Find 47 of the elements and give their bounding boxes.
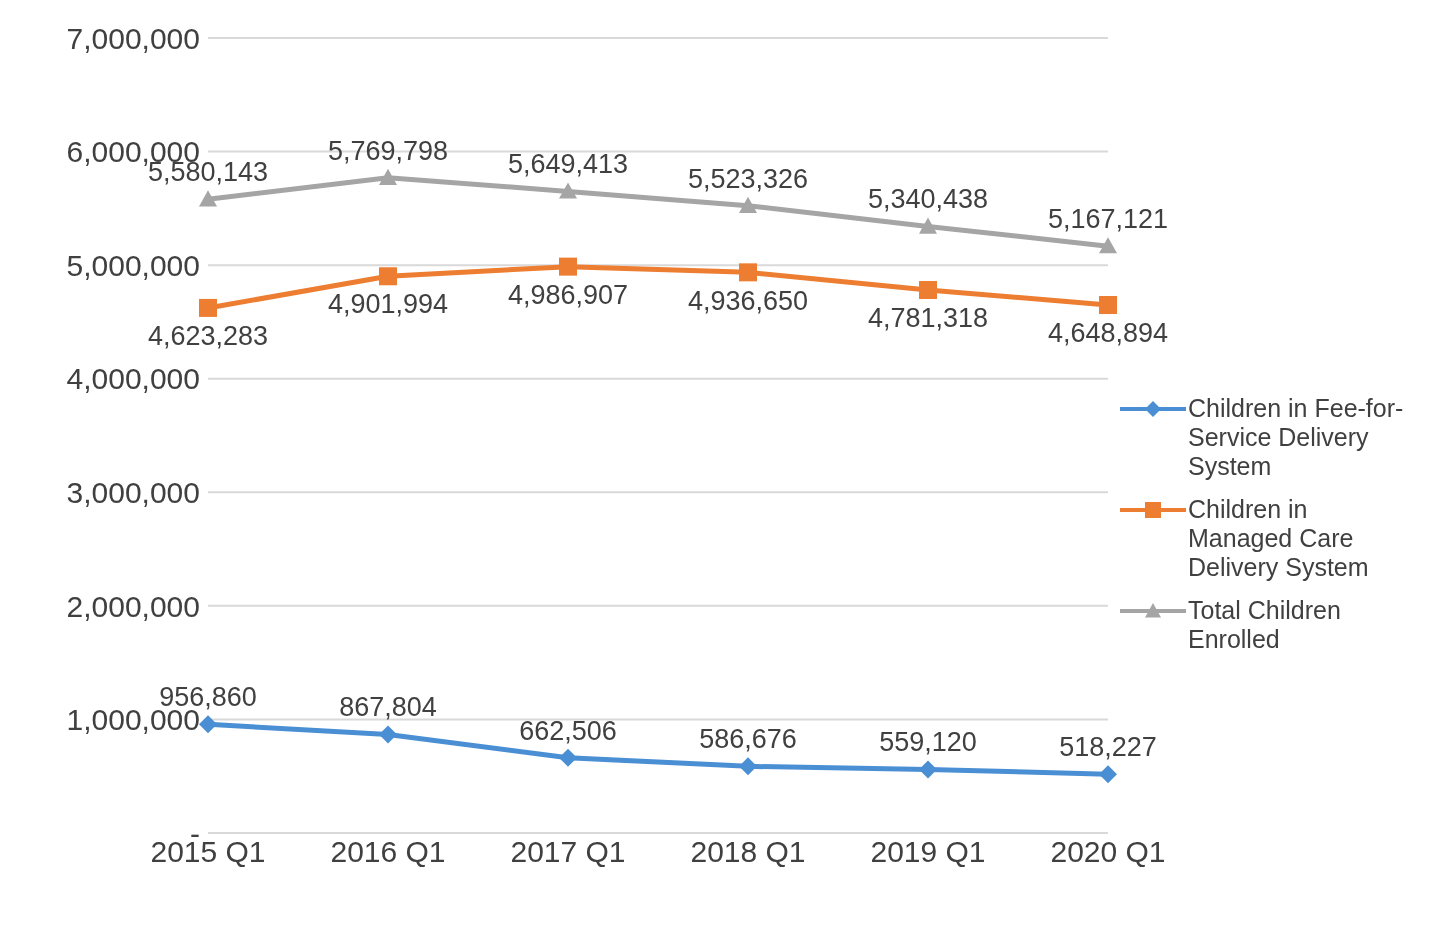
data-label: 5,649,413	[507, 149, 629, 180]
point	[919, 280, 937, 299]
data-label: 4,901,994	[327, 289, 449, 320]
point	[199, 298, 217, 317]
x-tick-label: 2018 Q1	[690, 835, 806, 869]
point	[739, 196, 757, 213]
x-tick-label: 2017 Q1	[510, 835, 626, 869]
data-label: 586,676	[699, 724, 797, 755]
data-label: 867,804	[339, 692, 437, 723]
point	[1099, 765, 1117, 784]
x-tick-label: 2019 Q1	[870, 835, 986, 869]
point	[559, 748, 577, 767]
point	[379, 168, 397, 185]
legend-label: Children in Fee-for-Service Delivery System	[1188, 393, 1405, 481]
data-label: 559,120	[879, 727, 977, 758]
x-tick-label: 2016 Q1	[330, 835, 446, 869]
point	[379, 725, 397, 744]
y-tick-label: 2,000,000	[66, 589, 200, 623]
y-tick-label: 5,000,000	[66, 248, 200, 282]
point	[559, 182, 577, 199]
legend-label: Children in Managed Care Delivery System	[1188, 494, 1370, 582]
legend-label: Total Children Enrolled	[1188, 595, 1342, 654]
data-label: 4,936,650	[687, 285, 809, 316]
x-tick-label: 2020 Q1	[1050, 835, 1166, 869]
point	[739, 757, 757, 776]
y-tick-label: 7,000,000	[66, 21, 200, 55]
data-label: 5,167,121	[1047, 204, 1169, 235]
point	[199, 715, 217, 734]
y-tick-label: 4,000,000	[66, 362, 200, 396]
point	[1099, 237, 1117, 254]
point	[199, 190, 217, 207]
point	[919, 217, 937, 234]
point	[559, 257, 577, 276]
point	[379, 267, 397, 286]
data-label: 662,506	[519, 715, 617, 746]
point	[919, 760, 937, 779]
data-label: 5,523,326	[687, 163, 809, 194]
point	[739, 263, 757, 282]
data-label: 4,986,907	[507, 279, 629, 310]
data-label: 5,769,798	[327, 135, 449, 166]
point	[1099, 296, 1117, 315]
data-label: 518,227	[1059, 732, 1157, 763]
data-label: 5,340,438	[867, 184, 989, 215]
data-label: 4,648,894	[1047, 318, 1169, 349]
data-label: 4,623,283	[147, 321, 269, 352]
data-label: 4,781,318	[867, 303, 989, 334]
y-tick-label: 3,000,000	[66, 475, 200, 509]
